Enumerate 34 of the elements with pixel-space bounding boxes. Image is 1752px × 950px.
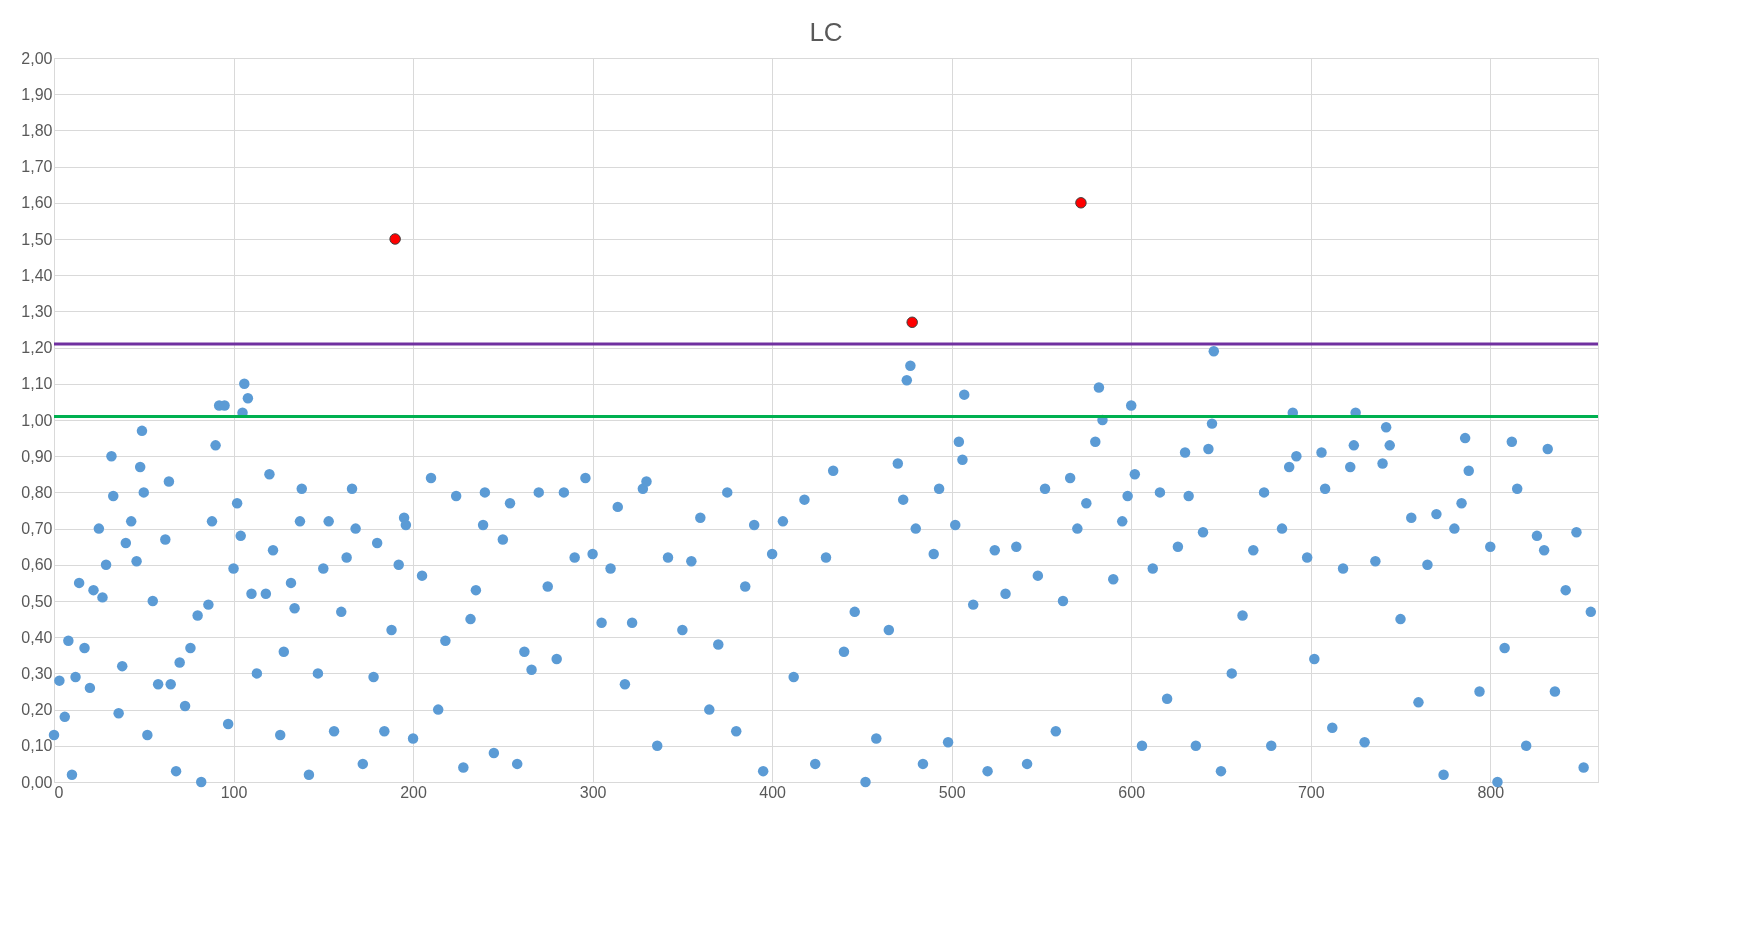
y-tick-label: 1,40 — [21, 266, 53, 284]
y-tick-label: 0,70 — [21, 520, 53, 538]
x-tick-label: 500 — [938, 783, 966, 801]
y-tick-label: 1,00 — [21, 411, 53, 429]
x-tick-label: 100 — [220, 783, 248, 801]
chart-title: LC — [809, 17, 843, 47]
x-tick-label: 600 — [1118, 783, 1146, 801]
y-tick-label: 0,50 — [21, 592, 53, 610]
y-tick-label: 0,40 — [21, 628, 53, 646]
x-tick-label: 200 — [400, 783, 428, 801]
x-tick-label: 700 — [1297, 783, 1325, 801]
x-tick-label: 400 — [759, 783, 787, 801]
x-tick-label: 0 — [54, 783, 64, 801]
y-tick-label: 1,50 — [21, 230, 53, 248]
y-tick-label: 0,00 — [21, 773, 53, 791]
y-tick-label: 0,30 — [21, 664, 53, 682]
point — [389, 233, 401, 245]
y-tick-label: 1,70 — [21, 158, 53, 176]
y-tick-label: 1,80 — [21, 121, 53, 139]
y-tick-label: 0,80 — [21, 483, 53, 501]
point — [906, 316, 918, 328]
y-tick-label: 2,00 — [21, 49, 53, 67]
x-tick-label: 300 — [579, 783, 607, 801]
y-tick-label: 1,90 — [21, 85, 53, 103]
y-tick-label: 0,20 — [21, 701, 53, 719]
x-tick-label: 800 — [1477, 783, 1505, 801]
y-tick-label: 1,20 — [21, 339, 53, 357]
y-tick-label: 0,60 — [21, 556, 53, 574]
y-tick-label: 1,60 — [21, 194, 53, 212]
y-tick-label: 1,30 — [21, 302, 53, 320]
point — [1075, 197, 1087, 209]
y-tick-label: 0,10 — [21, 737, 53, 755]
y-tick-label: 1,10 — [21, 375, 53, 393]
y-tick-label: 0,90 — [21, 447, 53, 465]
